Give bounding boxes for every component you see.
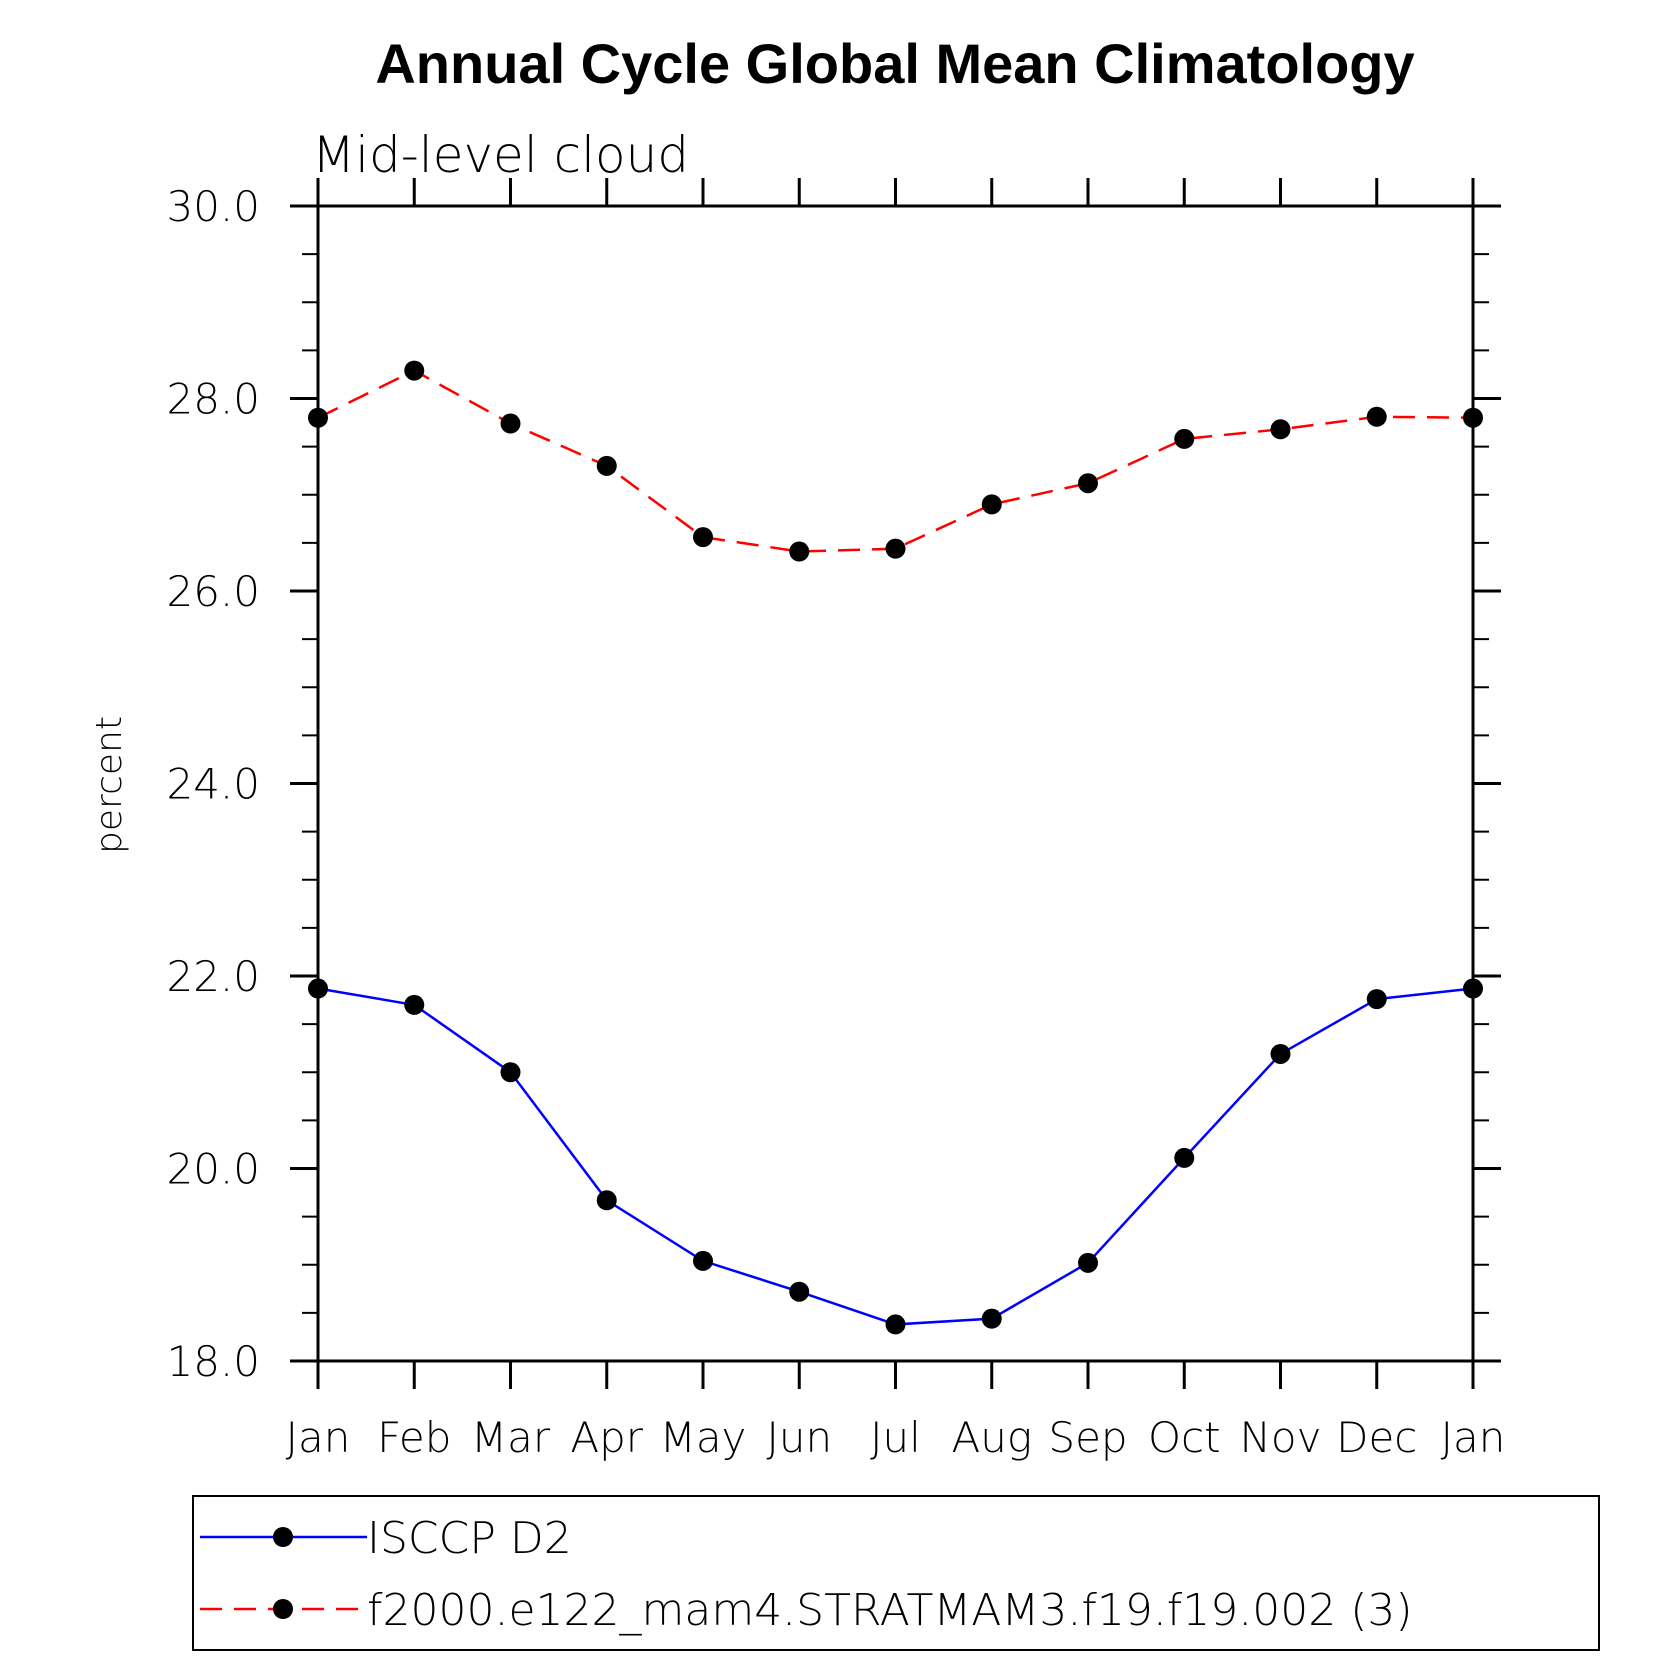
- x-tick-label: Aug: [951, 1413, 1032, 1462]
- series-1-point: [596, 455, 617, 476]
- series-1-point: [1174, 428, 1195, 449]
- chart-subtitle: Mid-level cloud: [312, 126, 689, 184]
- y-tick-label: 20.0: [166, 1145, 260, 1194]
- y-tick-label: 28.0: [166, 375, 260, 424]
- x-tick-label: Apr: [570, 1413, 643, 1462]
- x-axis-ticks: Jan Feb Mar Apr May Jun Jul Aug Sep Oct Nov Dec Jan: [286, 178, 1506, 1462]
- series-0-point: [885, 1314, 906, 1335]
- series-0-point: [500, 1062, 521, 1083]
- series-0-point: [308, 978, 328, 999]
- legend-box: [192, 1495, 1600, 1651]
- series-0-point: [1366, 989, 1387, 1010]
- y-tick-label: 30.0: [166, 182, 260, 231]
- y-tick-label: 24.0: [166, 760, 260, 809]
- series-layer: [308, 360, 1483, 1335]
- x-tick-label: Jul: [870, 1413, 921, 1462]
- series-line-1: [317, 369, 1474, 553]
- x-tick-label: Jan: [1441, 1413, 1506, 1462]
- y-tick-label: 18.0: [166, 1337, 260, 1386]
- x-tick-label: Jun: [766, 1413, 832, 1462]
- series-1-point: [1463, 407, 1483, 428]
- series-1-point: [500, 413, 521, 434]
- y-axis-label: percent: [89, 716, 130, 854]
- series-1-point: [404, 360, 425, 381]
- legend-marker-model: [273, 1599, 293, 1619]
- series-0-point: [1463, 978, 1483, 999]
- series-0-point: [693, 1250, 713, 1271]
- plot-frame: [316, 204, 1475, 1363]
- series-1-point: [1078, 473, 1098, 494]
- x-tick-label: May: [660, 1413, 747, 1462]
- series-0-point: [1174, 1147, 1195, 1168]
- series-1-point: [981, 494, 1002, 515]
- series-0-point: [404, 994, 425, 1015]
- series-0-point: [596, 1190, 617, 1211]
- series-0-point: [981, 1308, 1002, 1329]
- legend-label-model: f2000.e122_mam4.STRATMAM3.f19.f19.002 (3…: [367, 1585, 1413, 1636]
- series-0-point: [789, 1281, 810, 1302]
- series-1-point: [693, 527, 713, 548]
- legend-marker-isccp: [273, 1527, 293, 1547]
- series-0-point: [1078, 1252, 1098, 1273]
- x-tick-label: Jan: [286, 1413, 351, 1462]
- series-0-point: [1270, 1043, 1291, 1064]
- y-tick-label: 22.0: [166, 952, 260, 1001]
- y-tick-label: 26.0: [166, 567, 260, 616]
- series-1-point: [308, 407, 328, 428]
- legend-label-isccp: ISCCP D2: [367, 1513, 572, 1564]
- series-1-point: [789, 541, 810, 562]
- series-1-point: [885, 538, 906, 559]
- chart-title: Annual Cycle Global Mean Climatology: [375, 32, 1414, 95]
- legend: ISCCP D2 f2000.e122_mam4.STRATMAM3.f19.f…: [192, 1495, 1600, 1651]
- series-1-point: [1366, 406, 1387, 427]
- y-axis-ticks: 18.0 20.0 22.0 24.0 26.0 28.0 30.0: [166, 182, 1501, 1386]
- series-1-point: [1270, 419, 1291, 440]
- x-tick-label: Nov: [1240, 1413, 1322, 1462]
- series-line-0: [317, 987, 1474, 1326]
- x-tick-label: Oct: [1148, 1413, 1221, 1462]
- x-tick-label: Dec: [1336, 1413, 1417, 1462]
- x-tick-label: Mar: [471, 1413, 551, 1462]
- x-tick-label: Sep: [1048, 1413, 1127, 1462]
- x-tick-label: Feb: [377, 1413, 451, 1462]
